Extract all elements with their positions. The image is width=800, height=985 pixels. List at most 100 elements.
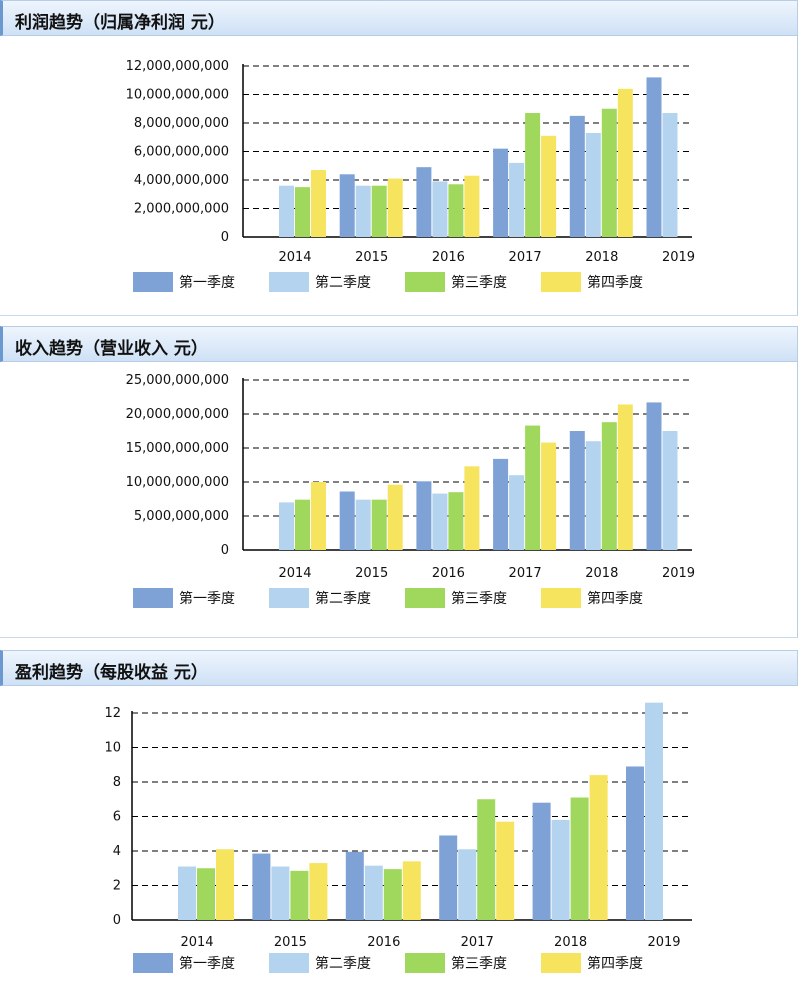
y-tick-label: 4,000,000,000 <box>134 173 229 188</box>
x-tick-label: 2018 <box>585 566 618 581</box>
bar-2018-q1 <box>569 115 585 237</box>
eps-trend-header: 盈利趋势（每股收益 元） <box>0 650 798 686</box>
bar-2017-q2 <box>509 475 525 550</box>
x-tick-label: 2015 <box>274 935 307 950</box>
bar-2018-q2 <box>585 132 601 237</box>
y-tick-label: 0 <box>221 543 229 558</box>
bar-2015-q2 <box>271 866 290 920</box>
legend-label: 第三季度 <box>451 590 507 607</box>
profit-trend-header: 利润趋势（归属净利润 元） <box>0 0 798 36</box>
bar-2016-q2 <box>432 181 448 237</box>
bar-2014-q4 <box>311 170 326 237</box>
bar-2017-q1 <box>439 835 458 920</box>
bar-2018-q4 <box>617 88 633 237</box>
profit-trend-title: 利润趋势（归属净利润 元） <box>15 13 225 33</box>
bar-2018-q1 <box>569 431 585 550</box>
bar-2014-q3 <box>197 868 215 920</box>
profit-trend-panel: 利润趋势（归属净利润 元） 0 2,000,000,000 4,000,000,00… <box>0 0 800 316</box>
bar-2018-q3 <box>601 422 617 550</box>
bar-2014-q3 <box>295 499 310 550</box>
bar-2019-q2 <box>662 113 678 237</box>
y-tick-label: 5,000,000,000 <box>134 509 229 524</box>
y-tick-label: 6 <box>113 810 121 825</box>
profit-trend-frame <box>0 36 798 316</box>
bar-2014-q2 <box>178 866 196 920</box>
bar-2015-q1 <box>252 853 271 920</box>
bar-2019-q2 <box>645 702 663 920</box>
bar-2016-q1 <box>416 481 432 550</box>
bar-2017-q4 <box>496 821 515 920</box>
y-tick-label: 0 <box>221 230 229 245</box>
x-tick-label: 2016 <box>432 566 465 581</box>
legend-swatch <box>133 588 173 608</box>
bar-2016-q4 <box>464 175 480 237</box>
legend-swatch <box>405 272 445 292</box>
legend-label: 第二季度 <box>315 590 371 607</box>
x-tick-label: 2017 <box>509 250 542 265</box>
y-tick-label: 2,000,000,000 <box>134 202 229 217</box>
legend-label: 第三季度 <box>451 955 507 972</box>
legend-label: 第四季度 <box>587 590 643 607</box>
legend-label: 第四季度 <box>587 955 643 972</box>
y-tick-label: 12 <box>104 706 121 721</box>
bar-2017-q3 <box>525 425 541 550</box>
y-tick-label: 10,000,000,000 <box>126 475 229 490</box>
x-tick-label: 2016 <box>432 250 465 265</box>
bar-2015-q1 <box>339 174 355 237</box>
bar-2015-q4 <box>387 484 403 550</box>
bar-2017-q1 <box>493 148 509 237</box>
bar-2017-q2 <box>458 849 477 920</box>
bar-2016-q3 <box>383 869 402 920</box>
bar-2017-q1 <box>493 458 509 550</box>
bar-2016-q3 <box>448 184 464 237</box>
x-tick-label: 2014 <box>180 935 213 950</box>
legend-swatch <box>405 588 445 608</box>
legend-swatch <box>405 953 445 973</box>
y-tick-label: 10 <box>104 741 121 756</box>
x-tick-label: 2017 <box>509 566 542 581</box>
y-tick-label: 0 <box>113 913 121 928</box>
y-tick-label: 8 <box>113 775 121 790</box>
bar-2017-q4 <box>541 135 557 237</box>
bar-2017-q3 <box>477 799 496 920</box>
bar-2016-q1 <box>345 851 364 920</box>
bar-2015-q3 <box>290 870 309 920</box>
x-tick-label: 2015 <box>355 250 388 265</box>
bar-2019-q1 <box>646 77 662 238</box>
x-tick-label: 2014 <box>278 250 311 265</box>
revenue-trend-chart: 0 5,000,000,000 10,000,000,000 15,000,000,0… <box>126 373 695 608</box>
legend-swatch <box>541 953 581 973</box>
legend-label: 第一季度 <box>179 590 235 607</box>
legend-label: 第一季度 <box>179 274 235 291</box>
bar-2014-q4 <box>216 849 234 920</box>
x-tick-label: 2017 <box>461 935 494 950</box>
bar-2015-q4 <box>309 863 328 920</box>
x-tick-label: 2014 <box>278 566 311 581</box>
bar-2018-q2 <box>551 819 570 920</box>
legend-label: 第二季度 <box>315 274 371 291</box>
bar-2017-q2 <box>509 162 525 237</box>
eps-trend-chart: 0 2 4 6 8 10 12 2014 2015 2016 2017 2018 2019 第一季度 第二季… <box>104 702 692 973</box>
legend-swatch <box>541 588 581 608</box>
y-tick-label: 20,000,000,000 <box>126 407 229 422</box>
bar-2014-q4 <box>311 482 326 550</box>
x-tick-label: 2019 <box>662 250 695 265</box>
bar-2016-q4 <box>402 861 421 920</box>
bar-2014-q2 <box>279 502 294 550</box>
revenue-trend-title: 收入趋势（营业收入 元） <box>15 339 208 359</box>
bar-2016-q4 <box>464 466 480 550</box>
bar-2014-q2 <box>279 185 294 237</box>
x-tick-label: 2018 <box>554 935 587 950</box>
x-tick-label: 2015 <box>355 566 388 581</box>
legend-label: 第二季度 <box>315 955 371 972</box>
y-tick-label: 10,000,000,000 <box>126 88 229 103</box>
revenue-trend-frame <box>0 362 798 638</box>
legend-label: 第一季度 <box>179 955 235 972</box>
bar-2018-q3 <box>570 797 589 920</box>
y-tick-label: 2 <box>113 879 121 894</box>
bar-2019-q2 <box>662 431 678 550</box>
eps-trend-panel: 盈利趋势（每股收益 元） 0 2 4 6 8 10 12 2014 2015 2016 2017 20… <box>0 650 800 985</box>
x-tick-label: 2019 <box>647 935 680 950</box>
x-tick-label: 2019 <box>662 566 695 581</box>
bar-2018-q4 <box>589 775 608 920</box>
